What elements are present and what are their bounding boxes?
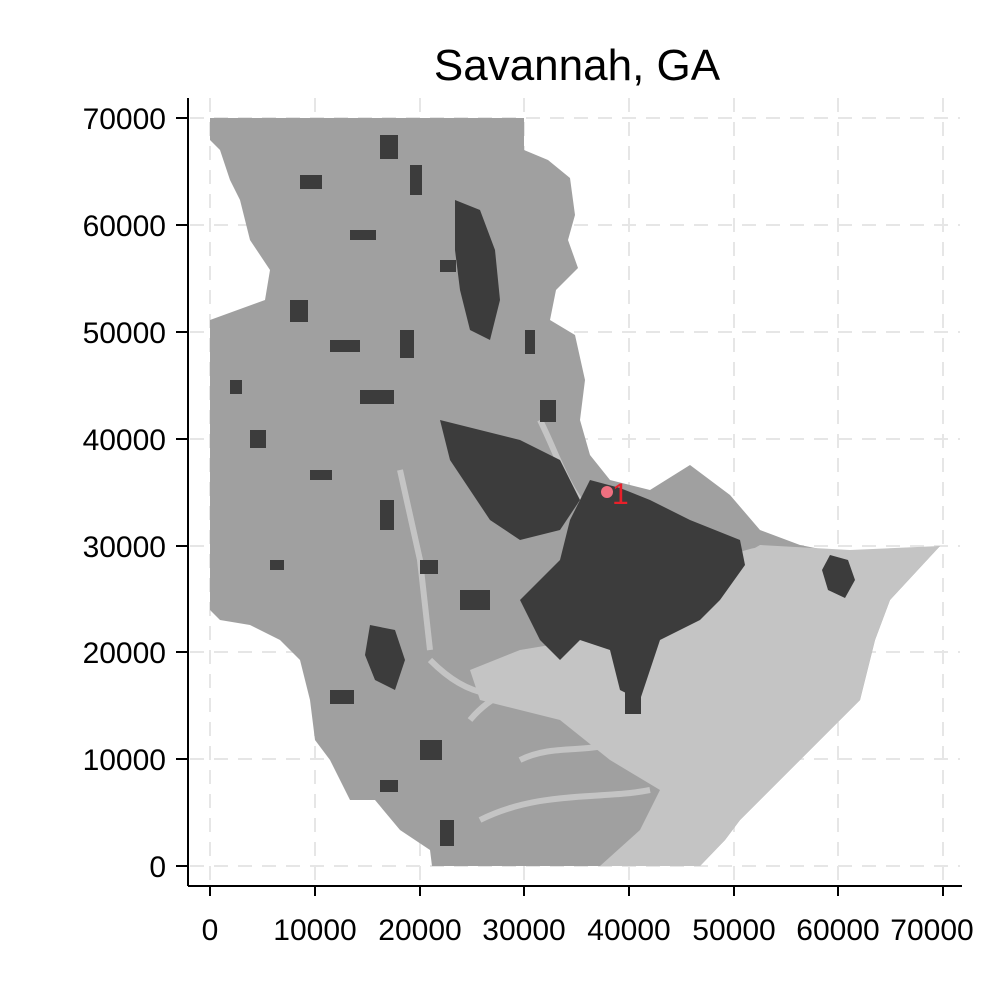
- x-tick-label: 20000: [378, 914, 461, 947]
- marker-label: 1: [612, 478, 629, 511]
- y-tick-label: 60000: [83, 210, 166, 243]
- x-tick-label: 30000: [482, 914, 565, 947]
- y-tick-label: 40000: [83, 424, 166, 457]
- developed-west: [440, 420, 580, 540]
- y-tick-label: 70000: [83, 103, 166, 136]
- y-tick-label: 30000: [83, 531, 166, 564]
- x-tick-label: 60000: [796, 914, 879, 947]
- point-marker: 1: [601, 478, 629, 511]
- y-tick-label: 20000: [83, 637, 166, 670]
- chart-title: Savannah, GA: [434, 41, 721, 90]
- map-region: [210, 118, 940, 866]
- y-tick-label: 0: [149, 851, 166, 884]
- y-tick-label: 10000: [83, 744, 166, 777]
- y-ticks: [176, 117, 188, 867]
- x-tick-label: 70000: [890, 914, 973, 947]
- x-tick-label: 0: [202, 914, 219, 947]
- developed-scatter: [230, 135, 720, 846]
- developed-south: [365, 625, 405, 690]
- x-tick-label: 40000: [587, 914, 670, 947]
- developed-north: [455, 200, 500, 340]
- marker-dot: [601, 486, 613, 498]
- wetland-area: [470, 545, 940, 866]
- developed-island: [822, 555, 855, 598]
- x-ticks: [209, 886, 944, 896]
- x-tick-label: 10000: [273, 914, 356, 947]
- x-tick-label: 50000: [692, 914, 775, 947]
- y-tick-label: 50000: [83, 317, 166, 350]
- developed-core: [520, 480, 745, 700]
